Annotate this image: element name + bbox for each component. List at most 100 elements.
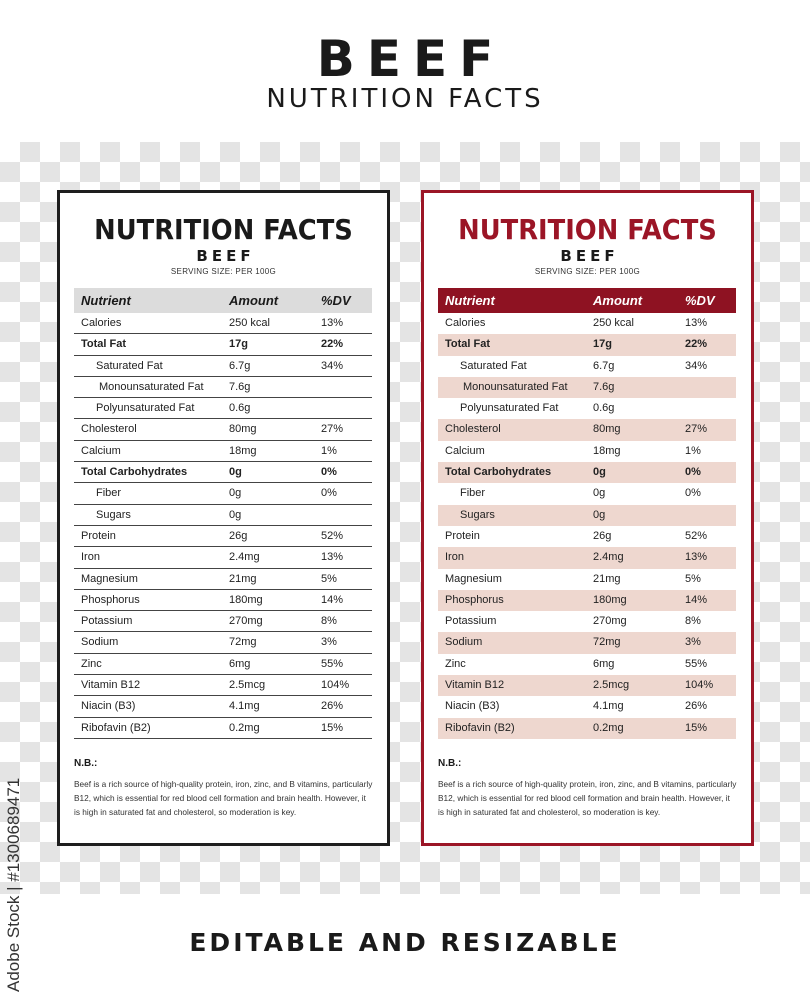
nutrient-amount: 0.2mg <box>229 721 260 734</box>
table-row: Iron 2.4mg 13% <box>438 547 736 569</box>
table-row: Sugars 0g <box>438 504 736 526</box>
table-row: Calories 250 kcal 13% <box>438 313 736 334</box>
nutrient-dv: 1% <box>685 444 701 457</box>
nutrient-name: Protein <box>445 529 480 542</box>
nutrient-name: Ribofavin (B2) <box>81 721 151 734</box>
table-row: Ribofavin (B2) 0.2mg 15% <box>438 717 736 739</box>
table-row: Fiber 0g 0% <box>438 483 736 504</box>
nutrient-dv: 27% <box>685 423 708 436</box>
nutrient-amount: 180mg <box>229 593 263 606</box>
nutrient-name: Vitamin B12 <box>81 679 141 692</box>
column-nutrient: Nutrient <box>81 293 131 308</box>
page-title: BEEF <box>316 30 506 88</box>
nutrient-amount: 2.4mg <box>229 551 260 564</box>
nutrient-name: Calories <box>81 317 122 329</box>
nutrient-dv: 15% <box>685 721 708 734</box>
nutrient-name: Iron <box>81 551 100 564</box>
nutrient-name: Fiber <box>460 487 486 500</box>
nutrient-name: Phosphorus <box>445 593 504 606</box>
nutrient-dv: 15% <box>321 721 344 734</box>
nutrient-name: Cholesterol <box>81 423 137 436</box>
nutrient-amount: 270mg <box>229 615 263 628</box>
nutrient-name: Monounsaturated Fat <box>99 380 204 393</box>
note-section: N.B.: Beef is a rich source of high-qual… <box>74 758 374 819</box>
table-row: Zinc 6mg 55% <box>438 654 736 675</box>
table-row: Protein 26g 52% <box>74 526 372 548</box>
nutrient-dv: 52% <box>685 529 708 542</box>
table-row: Polyunsaturated Fat 0.6g <box>438 398 736 419</box>
table-row: Saturated Fat 6.7g 34% <box>74 356 372 377</box>
table-row: Total Fat 17g 22% <box>74 334 372 356</box>
table-body: Calories 250 kcal 13% Total Fat 17g 22% Satura… <box>438 313 736 739</box>
nutrient-name: Total Carbohydrates <box>81 466 188 479</box>
nutrient-dv: 0% <box>685 466 701 479</box>
nutrient-amount: 4.1mg <box>229 700 260 713</box>
nutrient-amount: 80mg <box>593 423 621 436</box>
nutrient-table: Nutrient Amount %DV Calories 250 kcal 13% T… <box>74 288 372 739</box>
nutrient-name: Protein <box>81 529 116 542</box>
note-title: N.B.: <box>74 758 98 769</box>
nutrient-name: Magnesium <box>445 572 502 585</box>
nutrient-amount: 0g <box>593 466 606 479</box>
nutrient-amount: 250 kcal <box>593 317 634 329</box>
nutrient-name: Ribofavin (B2) <box>445 721 515 734</box>
nutrient-amount: 72mg <box>229 636 257 649</box>
nutrient-dv: 5% <box>685 572 701 585</box>
nutrient-name: Sodium <box>445 636 483 649</box>
label-serving-size: SERVING SIZE: PER 100G <box>534 267 641 276</box>
table-row: Iron 2.4mg 13% <box>74 547 372 569</box>
page-subtitle: NUTRITION FACTS <box>266 84 544 114</box>
nutrient-dv: 22% <box>685 338 708 351</box>
label-serving-size: SERVING SIZE: PER 100G <box>170 267 277 276</box>
table-row: Saturated Fat 6.7g 34% <box>438 356 736 377</box>
nutrient-amount: 18mg <box>229 444 257 457</box>
table-row: Potassium 270mg 8% <box>438 611 736 632</box>
page-footer: EDITABLE AND RESIZABLE <box>0 894 810 1000</box>
nutrient-amount: 7.6g <box>229 380 251 393</box>
nutrient-amount: 80mg <box>229 423 257 436</box>
note-section: N.B.: Beef is a rich source of high-qual… <box>438 758 738 819</box>
nutrition-label-red: NUTRITION FACTS BEEF SERVING SIZE: PER 1… <box>421 190 754 846</box>
nutrient-dv: 104% <box>685 679 714 692</box>
nutrient-name: Iron <box>445 551 464 564</box>
nutrient-dv: 52% <box>321 529 344 542</box>
table-row: Potassium 270mg 8% <box>74 611 372 633</box>
nutrient-name: Fiber <box>96 487 122 500</box>
page-header: BEEF NUTRITION FACTS <box>0 0 810 142</box>
table-row: Ribofavin (B2) 0.2mg 15% <box>74 718 372 739</box>
nutrient-name: Magnesium <box>81 572 138 585</box>
table-row: Phosphorus 180mg 14% <box>74 590 372 612</box>
nutrient-dv: 22% <box>321 338 344 351</box>
nutrient-name: Niacin (B3) <box>81 700 136 713</box>
nutrient-name: Total Fat <box>81 338 127 351</box>
nutrient-amount: 250 kcal <box>229 317 270 329</box>
nutrient-name: Potassium <box>81 615 133 628</box>
table-row: Vitamin B12 2.5mcg 104% <box>74 675 372 697</box>
nutrient-name: Calcium <box>81 444 121 457</box>
nutrient-amount: 21mg <box>593 572 621 585</box>
nutrient-amount: 6.7g <box>593 359 615 372</box>
note-text: Beef is a rich source of high-quality pr… <box>438 779 737 817</box>
nutrient-dv: 26% <box>321 700 344 713</box>
nutrient-name: Sodium <box>81 636 119 649</box>
table-row: Calcium 18mg 1% <box>438 441 736 462</box>
nutrient-name: Niacin (B3) <box>445 700 500 713</box>
table-row: Zinc 6mg 55% <box>74 654 372 676</box>
nutrient-name: Zinc <box>81 657 102 670</box>
nutrient-dv: 14% <box>685 593 708 606</box>
nutrient-dv: 1% <box>321 444 337 457</box>
nutrient-amount: 2.4mg <box>593 551 624 564</box>
column-amount: Amount <box>593 293 643 308</box>
table-row: Sodium 72mg 3% <box>438 632 736 654</box>
nutrient-amount: 180mg <box>593 593 627 606</box>
nutrient-amount: 6.7g <box>229 359 251 372</box>
nutrient-name: Monounsaturated Fat <box>463 380 568 393</box>
label-product: BEEF <box>560 247 619 265</box>
stock-watermark: Adobe Stock | #1300689471 <box>4 777 23 992</box>
nutrient-name: Sugars <box>460 508 495 521</box>
nutrient-table: Nutrient Amount %DV Calories 250 kcal 13% T… <box>438 288 736 739</box>
table-row: Cholesterol 80mg 27% <box>438 419 736 441</box>
nutrient-dv: 5% <box>321 572 337 585</box>
nutrient-name: Cholesterol <box>445 423 501 436</box>
table-row: Niacin (B3) 4.1mg 26% <box>438 696 736 717</box>
